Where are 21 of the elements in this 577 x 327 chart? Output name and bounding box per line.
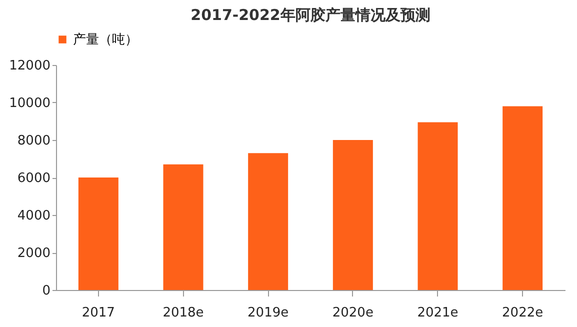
y-tick-label: 0 [42, 284, 50, 298]
bar [418, 122, 458, 290]
bar [248, 153, 288, 290]
y-tick-label: 10000 [9, 96, 50, 111]
bar [502, 106, 543, 290]
x-tick-label: 2019e [248, 306, 289, 320]
bar [163, 164, 204, 290]
y-tick-label: 2000 [17, 246, 50, 261]
x-tick-label: 2022e [502, 306, 544, 320]
y-tick-label: 4000 [17, 208, 50, 224]
bar [78, 178, 118, 290]
y-tick-label: 12000 [9, 58, 50, 74]
chart-title: 2017-2022年阿胶产量情况及预测 [190, 6, 430, 24]
x-tick-label: 2018e [162, 306, 204, 320]
y-tick-label: 8000 [17, 134, 50, 148]
legend-label: 产量（吨） [73, 32, 138, 48]
x-tick-label: 2021e [417, 306, 458, 320]
y-tick-label: 6000 [17, 171, 50, 186]
x-tick-label: 2020e [332, 306, 374, 320]
bar [332, 140, 373, 290]
x-tick-label: 2017 [82, 306, 115, 320]
